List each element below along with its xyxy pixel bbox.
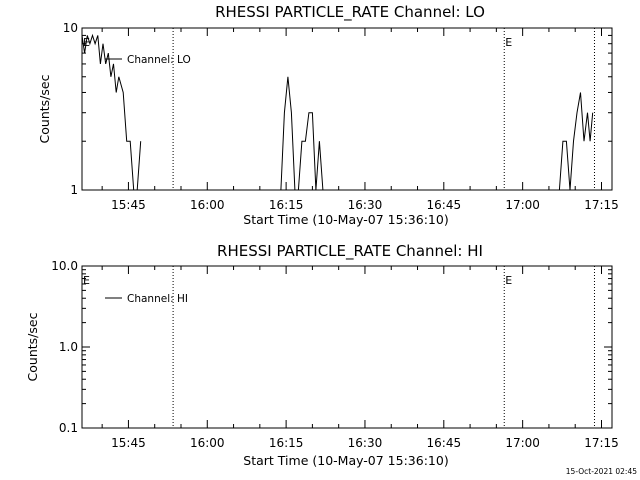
- y-tick-label-lo: 1: [70, 183, 78, 197]
- y-axis-label-hi: Counts/sec: [25, 312, 40, 381]
- plot-frame-lo: [81, 27, 613, 191]
- x-tick-label-hi: 16:15: [269, 436, 304, 450]
- flag-marker-lo: E: [505, 36, 512, 49]
- y-tick-label-hi: 1.0: [59, 340, 78, 354]
- y-tick-label-hi: 0.1: [59, 421, 78, 435]
- x-axis-label-hi: Start Time (10-May-07 15:36:10): [243, 453, 448, 468]
- x-tick-label-lo: 16:30: [348, 198, 383, 212]
- legend-label-hi: Channel: HI: [127, 293, 188, 305]
- series-line-lo: [81, 33, 142, 191]
- panel-lo: RHESSI PARTICLE_RATE Channel: LO Counts/…: [37, 3, 619, 227]
- plot-frame-hi: [81, 265, 613, 429]
- flag-marker-hi: E: [505, 274, 512, 287]
- ticks-lo: 15:45 16:00 16:15 16:30 16:45 17:00 17:15 1 10: [63, 21, 619, 212]
- x-tick-label-lo: 16:00: [190, 198, 225, 212]
- x-tick-label-lo: 16:45: [427, 198, 462, 212]
- y-tick-label-lo: 10: [63, 21, 78, 35]
- y-tick-label-hi: 10.0: [51, 259, 78, 273]
- y-axis-label-lo: Counts/sec: [37, 74, 52, 143]
- ticks-hi: 15:45 16:00 16:15 16:30 16:45 17:00 17:15 0.1 1.…: [51, 259, 619, 450]
- x-tick-label-hi: 17:00: [505, 436, 540, 450]
- x-tick-label-hi: 15:45: [111, 436, 146, 450]
- x-tick-label-hi: 17:15: [584, 436, 619, 450]
- series-line-lo: [538, 92, 594, 191]
- x-tick-label-hi: 16:30: [348, 436, 383, 450]
- footer-timestamp: 15-Oct-2021 02:45: [566, 467, 637, 476]
- x-tick-label-lo: 17:15: [584, 198, 619, 212]
- series-line-lo: [280, 76, 324, 191]
- legend-label-lo: Channel: LO: [127, 54, 191, 66]
- x-tick-label-lo: 17:00: [505, 198, 540, 212]
- vlines-hi: [172, 266, 595, 428]
- x-tick-label-hi: 16:45: [427, 436, 462, 450]
- x-tick-label-lo: 16:15: [269, 198, 304, 212]
- chart-title-lo: RHESSI PARTICLE_RATE Channel: LO: [215, 3, 485, 22]
- flag-marker-hi: E: [83, 274, 90, 287]
- chart-title-hi: RHESSI PARTICLE_RATE Channel: HI: [217, 242, 483, 261]
- x-tick-label-hi: 16:00: [190, 436, 225, 450]
- x-axis-label-lo: Start Time (10-May-07 15:36:10): [243, 212, 448, 227]
- series-lo: [81, 33, 594, 191]
- panel-hi: RHESSI PARTICLE_RATE Channel: HI Counts/…: [25, 242, 619, 468]
- vlines-lo: [172, 28, 595, 190]
- x-tick-label-lo: 15:45: [111, 198, 146, 212]
